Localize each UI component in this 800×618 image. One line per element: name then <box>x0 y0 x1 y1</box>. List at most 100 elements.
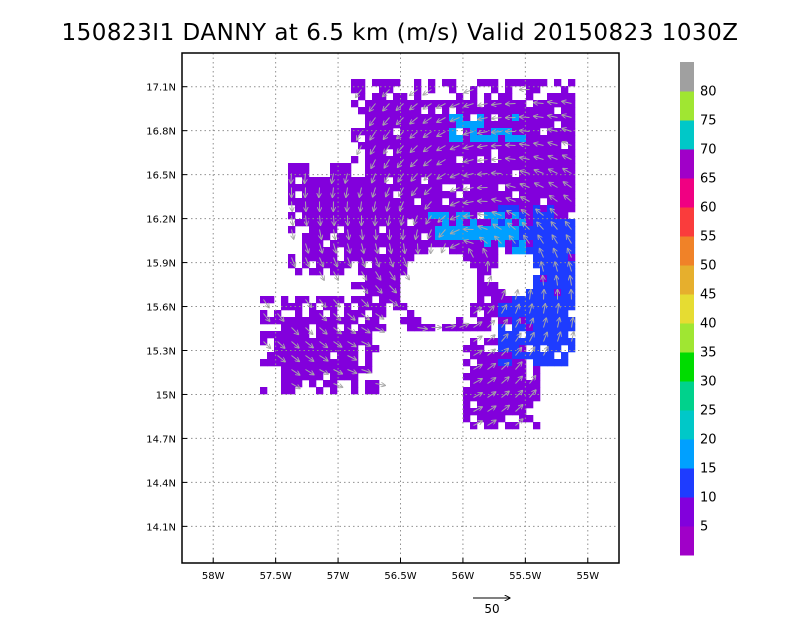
colorbar-label: 70 <box>700 143 717 158</box>
wind-speed-cell <box>512 380 520 388</box>
wind-vector <box>383 89 390 97</box>
wind-speed-cell <box>526 86 534 94</box>
wind-vector <box>424 187 432 195</box>
wind-speed-cell <box>323 345 331 353</box>
wind-speed-cell <box>477 114 485 122</box>
wind-speed-cell <box>421 240 429 248</box>
wind-speed-cell <box>533 177 541 185</box>
wind-speed-cell <box>421 324 429 332</box>
wind-speed-cell <box>309 338 317 346</box>
wind-speed-cell <box>323 233 331 241</box>
wind-speed-cell <box>456 177 464 185</box>
wind-speed-cell <box>526 156 534 164</box>
wind-speed-cell <box>561 268 569 276</box>
wind-vector <box>551 222 558 230</box>
wind-speed-cell <box>505 79 513 87</box>
wind-speed-cell <box>526 121 534 129</box>
wind-vector <box>543 276 544 286</box>
wind-vector <box>549 196 558 202</box>
wind-speed-cell <box>505 156 513 164</box>
wind-vector <box>333 271 339 281</box>
wind-speed-cell <box>337 338 345 346</box>
wind-speed-cell <box>526 247 534 255</box>
wind-speed-cell <box>344 317 352 325</box>
wind-speed-cell <box>491 226 499 234</box>
wind-speed-cell <box>358 205 366 213</box>
wind-speed-cell <box>470 247 478 255</box>
wind-speed-cell <box>400 135 408 143</box>
wind-speed-cell <box>568 93 576 101</box>
colorbar-swatch <box>680 294 694 324</box>
wind-speed-cell <box>554 142 562 150</box>
wind-speed-cell <box>547 191 555 199</box>
wind-speed-cell <box>344 359 352 367</box>
wind-speed-cell <box>568 191 576 199</box>
wind-speed-cell <box>477 324 485 332</box>
wind-vector <box>439 229 446 238</box>
wind-speed-cell <box>533 352 541 360</box>
wind-speed-cell <box>365 324 373 332</box>
wind-speed-cell <box>295 317 303 325</box>
wind-speed-cell <box>554 240 562 248</box>
wind-speed-cell <box>365 156 373 164</box>
wind-speed-cell <box>365 128 373 136</box>
wind-speed-cell <box>456 205 464 213</box>
wind-speed-cell <box>400 191 408 199</box>
wind-vector <box>428 229 432 239</box>
wind-speed-cell <box>491 282 499 290</box>
wind-vector <box>347 327 356 334</box>
wind-speed-cell <box>393 198 401 206</box>
wind-speed-cell <box>379 86 387 94</box>
wind-speed-cell <box>526 310 534 318</box>
wind-speed-cell <box>533 79 541 87</box>
wind-speed-cell <box>477 79 485 87</box>
wind-speed-cell <box>505 86 513 94</box>
wind-speed-cell <box>561 275 569 283</box>
wind-speed-cell <box>435 191 443 199</box>
wind-speed-cell <box>568 121 576 129</box>
wind-speed-cell <box>456 212 464 220</box>
wind-speed-cell <box>337 184 345 192</box>
wind-speed-cell <box>365 282 373 290</box>
wind-speed-cell <box>484 142 492 150</box>
wind-speed-cell <box>330 177 338 185</box>
wind-speed-cell <box>512 121 520 129</box>
wind-vector <box>383 103 390 111</box>
wind-vector <box>348 229 349 240</box>
wind-speed-cell <box>561 282 569 290</box>
wind-vector <box>572 332 574 342</box>
wind-speed-cell <box>491 219 499 227</box>
wind-speed-cell <box>316 233 324 241</box>
wind-speed-cell <box>512 184 520 192</box>
wind-speed-cell <box>512 352 520 360</box>
wind-speed-cell <box>379 289 387 297</box>
wind-speed-cell <box>519 226 527 234</box>
wind-speed-cell <box>456 233 464 241</box>
wind-speed-cell <box>281 359 289 367</box>
wind-speed-cell <box>351 240 359 248</box>
wind-speed-cell <box>435 205 443 213</box>
wind-speed-cell <box>470 387 478 395</box>
wind-speed-cell <box>435 177 443 185</box>
wind-speed-cell <box>358 303 366 311</box>
wind-vector <box>361 299 369 307</box>
wind-speed-cell <box>393 303 401 311</box>
wind-speed-cell <box>428 205 436 213</box>
wind-speed-cell <box>533 128 541 136</box>
wind-speed-cell <box>561 219 569 227</box>
wind-vector <box>399 187 404 197</box>
wind-speed-cell <box>568 219 576 227</box>
wind-speed-cell <box>505 408 513 416</box>
wind-speed-cell <box>505 149 513 157</box>
wind-vector <box>360 201 361 212</box>
wind-speed-cell <box>561 212 569 220</box>
wind-speed-cell <box>547 184 555 192</box>
wind-speed-cell <box>561 289 569 297</box>
wind-speed-cell <box>505 205 513 213</box>
wind-speed-cell <box>491 247 499 255</box>
wind-speed-cell <box>428 128 436 136</box>
wind-vector <box>390 243 392 254</box>
wind-speed-cell <box>470 142 478 150</box>
wind-speed-cell <box>547 268 555 276</box>
wind-vector <box>563 169 572 174</box>
